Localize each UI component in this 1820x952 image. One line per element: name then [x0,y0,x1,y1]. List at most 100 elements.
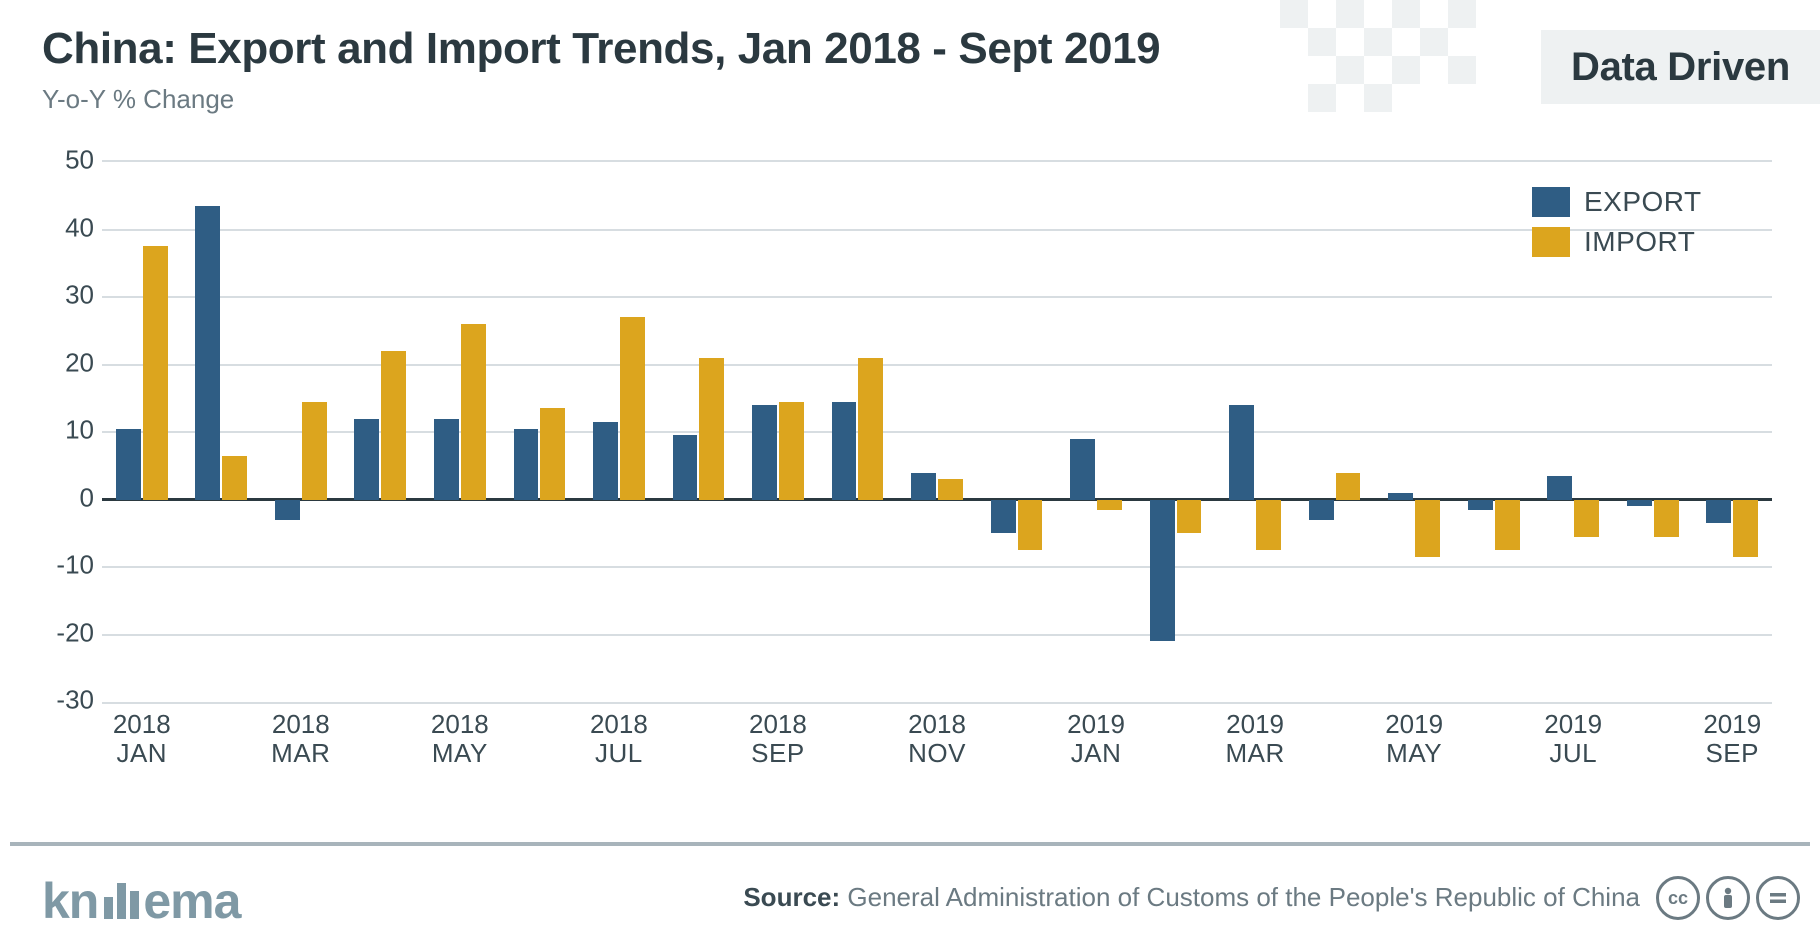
bar-export [832,402,857,500]
decorative-square [1448,0,1476,28]
decorative-square [1336,56,1364,84]
bar-export [1309,500,1334,520]
decorative-square [1364,28,1392,56]
bar-export [275,500,300,520]
bar-export [1150,500,1175,642]
y-tick-label: 20 [42,347,94,378]
bar-import [1256,500,1281,551]
cc-icon: cc [1656,876,1700,920]
bar-import [1415,500,1440,557]
bar-export [1547,476,1572,500]
logo-text-prefix: kn [42,872,98,930]
bar-export [195,206,220,500]
legend-item-import: IMPORT [1532,226,1742,258]
decorative-square [1308,28,1336,56]
bar-import [143,246,168,499]
bar-import [222,456,247,500]
legend-item-export: EXPORT [1532,186,1742,218]
bar-import [1018,500,1043,551]
bar-export [752,405,777,500]
y-tick-label: 50 [42,145,94,176]
bar-import [858,358,883,500]
x-tick-label: 2018NOV [908,710,966,768]
bar-export [514,429,539,500]
legend-label-export: EXPORT [1584,186,1702,218]
decorative-squares [1280,0,1480,108]
y-tick-label: 10 [42,415,94,446]
bar-export [1229,405,1254,500]
decorative-square [1364,84,1392,112]
x-tick-label: 2019MAR [1225,710,1284,768]
bar-import [938,479,963,499]
bar-import [779,402,804,500]
legend-label-import: IMPORT [1584,226,1695,258]
y-tick-label: -20 [42,617,94,648]
cc-nd-icon [1756,876,1800,920]
cc-license-icons: cc [1656,876,1800,920]
bar-import [1654,500,1679,537]
y-tick-label: 40 [42,212,94,243]
y-tick-label: 30 [42,280,94,311]
x-axis-ticks: 2018JAN 2018MAR 2018MAY 2018JUL 2018SEP 2018N… [102,710,1772,790]
bar-export [1468,500,1493,510]
data-driven-label: Data Driven [1541,30,1820,104]
bar-export [354,419,379,500]
x-tick-label: 2018MAY [431,710,489,768]
bar-import [540,408,565,499]
plot-area: EXPORT IMPORT [102,160,1772,704]
chart-title: China: Export and Import Trends, Jan 201… [42,24,1160,74]
decorative-square [1308,84,1336,112]
logo-bars-icon [104,883,139,919]
y-tick-label: -30 [42,685,94,716]
bars-container [102,162,1772,702]
x-tick-label: 2018JAN [113,710,171,768]
chart-area: -30-20-1001020304050 EXPORT IMPORT 2018J… [42,150,1778,798]
bar-export [593,422,618,500]
footer-divider [10,842,1810,846]
bar-import [1177,500,1202,534]
header: China: Export and Import Trends, Jan 201… [42,24,1160,115]
bar-export [434,419,459,500]
chart-root: China: Export and Import Trends, Jan 201… [0,0,1820,952]
chart-subtitle: Y-o-Y % Change [42,84,1160,115]
bar-import [620,317,645,499]
logo-text-suffix: ema [143,872,240,930]
decorative-square [1392,0,1420,28]
decorative-square [1280,0,1308,28]
source-label: Source: [743,882,840,912]
legend: EXPORT IMPORT [1532,186,1742,266]
x-tick-label: 2018SEP [749,710,807,768]
bar-import [1336,473,1361,500]
knoema-logo: kn ema [42,872,240,930]
footer: kn ema Source: General Administration of… [0,852,1820,952]
data-driven-badge: Data Driven [1280,0,1820,108]
bar-import [1733,500,1758,557]
bar-export [1070,439,1095,500]
legend-swatch-export [1532,187,1570,217]
decorative-square [1448,56,1476,84]
bar-import [1574,500,1599,537]
bar-import [1495,500,1520,551]
x-tick-label: 2018MAR [271,710,330,768]
bar-export [1388,493,1413,500]
cc-by-icon [1706,876,1750,920]
x-tick-label: 2019JAN [1067,710,1125,768]
bar-export [673,435,698,499]
bar-export [991,500,1016,534]
decorative-square [1392,56,1420,84]
y-tick-label: -10 [42,550,94,581]
decorative-square [1420,28,1448,56]
source-text: General Administration of Customs of the… [847,882,1640,912]
legend-swatch-import [1532,227,1570,257]
y-tick-label: 0 [42,482,94,513]
bar-export [116,429,141,500]
x-tick-label: 2019MAY [1385,710,1443,768]
decorative-square [1336,0,1364,28]
x-tick-label: 2019JUL [1544,710,1602,768]
bar-export [1706,500,1731,524]
bar-import [1097,500,1122,510]
bar-import [461,324,486,500]
x-tick-label: 2018JUL [590,710,648,768]
bar-import [699,358,724,500]
bar-import [302,402,327,500]
